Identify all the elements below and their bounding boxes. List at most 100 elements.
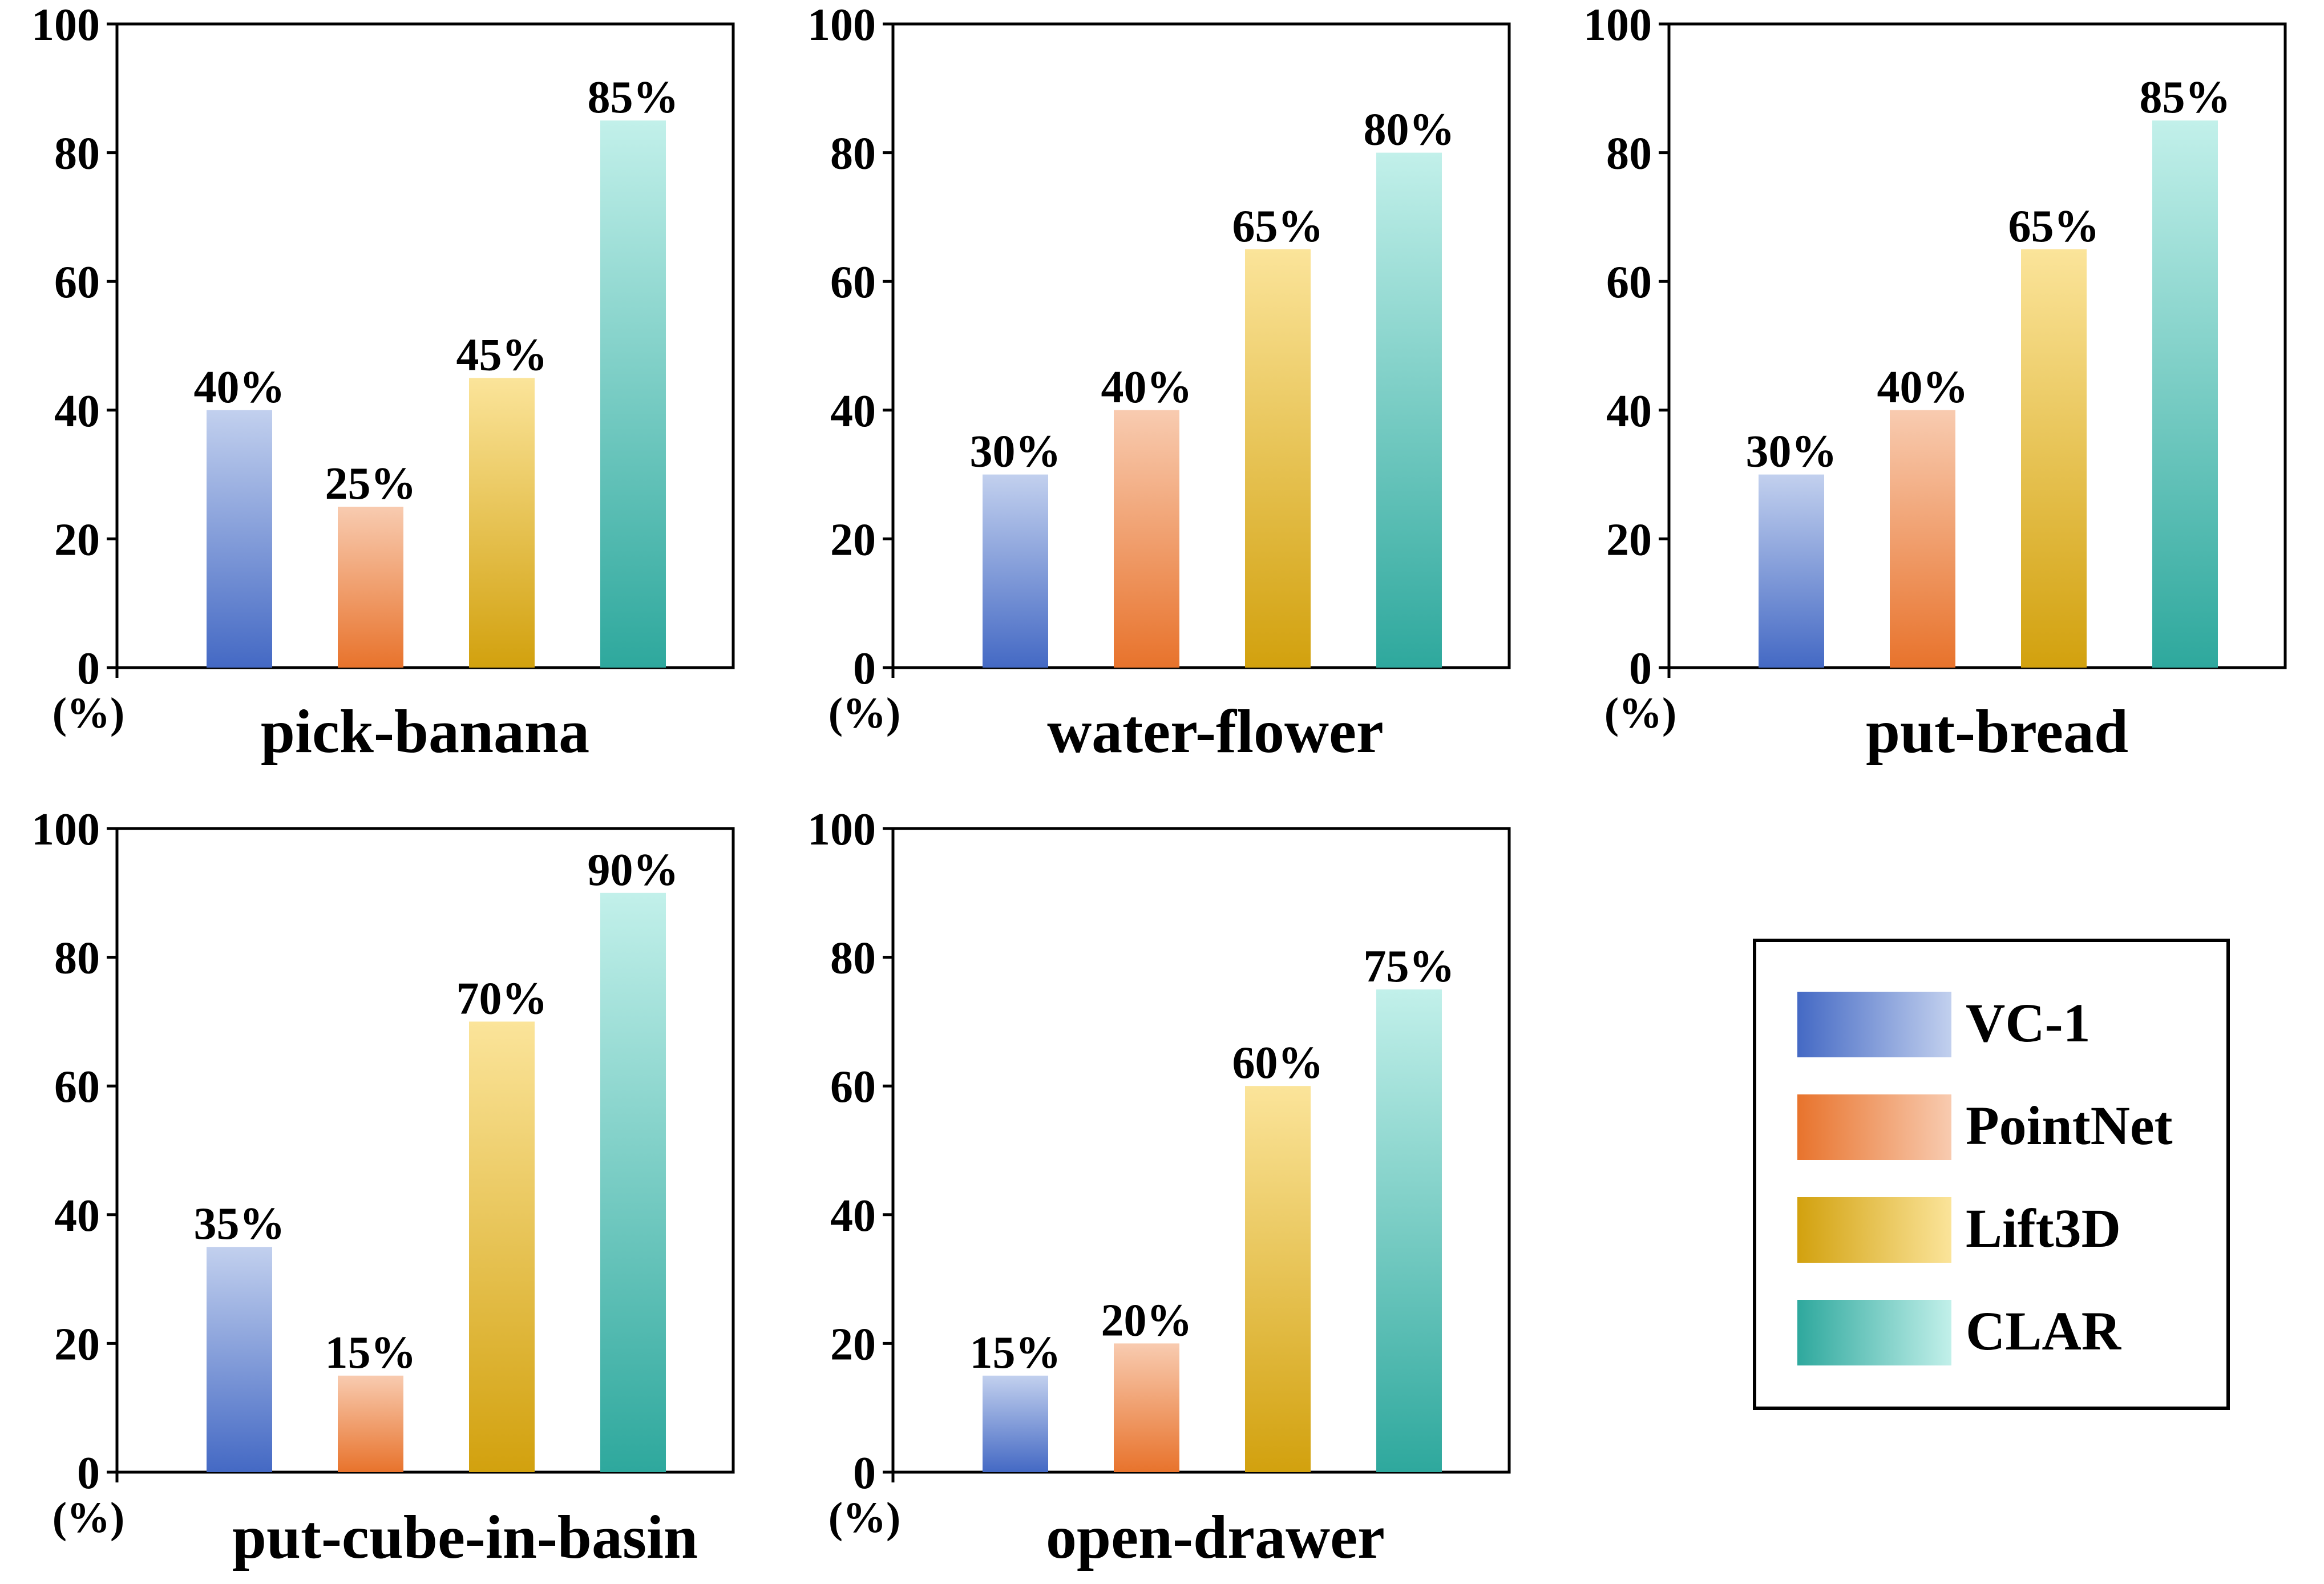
legend-label: PointNet	[1966, 1095, 2173, 1156]
bar-Lift3D	[1245, 249, 1311, 668]
bar-Lift3D	[1245, 1086, 1311, 1472]
bar-PointNet	[338, 507, 403, 668]
unit-label: (%)	[828, 1494, 901, 1542]
y-tick-label: 100	[31, 805, 100, 855]
y-tick-label: 80	[830, 129, 876, 179]
bar-Lift3D	[469, 1021, 535, 1472]
data-label: 15%	[325, 1328, 417, 1378]
plot-frame	[891, 22, 1511, 669]
data-label: 40%	[1101, 362, 1193, 413]
bar-PointNet	[338, 1375, 403, 1472]
y-tick-label: 60	[830, 1062, 876, 1112]
y-tick-label: 0	[77, 644, 100, 694]
y-tick-label: 0	[853, 1448, 876, 1498]
legend-label: CLAR	[1966, 1300, 2122, 1361]
bar-VC-1	[207, 410, 272, 668]
data-label: 40%	[1877, 362, 1969, 413]
data-label: 60%	[1232, 1038, 1324, 1088]
bar-PointNet	[1114, 410, 1179, 668]
bar-VC-1	[1759, 474, 1824, 668]
bar-CLAR	[1376, 989, 1442, 1472]
y-tick-label: 40	[830, 386, 876, 437]
bar-Lift3D	[2021, 249, 2087, 668]
y-tick-label: 80	[830, 934, 876, 984]
chart-panel-put-cube-in-basin: 0 20 40 60 80 100 35% 15% 70% 90% (%) put-cube-in-b…	[31, 805, 735, 1571]
legend-swatch-PointNet	[1797, 1094, 1951, 1160]
chart-panel-put-bread: 0 20 40 60 80 100 30% 40% 65% 85% (%) put-bread	[1583, 0, 2287, 766]
bar-PointNet	[1114, 1343, 1179, 1472]
data-label: 40%	[194, 362, 285, 413]
y-tick-label: 20	[54, 515, 100, 565]
data-label: 15%	[970, 1328, 1061, 1378]
unit-label: (%)	[828, 689, 901, 737]
legend-swatch-Lift3D	[1797, 1197, 1951, 1263]
chart-panel-water-flower: 0 20 40 60 80 100 30% 40% 65% 80% (%) water-flower	[807, 0, 1511, 766]
bar-VC-1	[983, 474, 1048, 668]
data-label: 80%	[1364, 105, 1455, 155]
unit-label: (%)	[52, 1494, 125, 1542]
legend-label: VC-1	[1966, 992, 2091, 1053]
y-tick-label: 100	[31, 0, 100, 50]
data-label: 85%	[2140, 72, 2231, 123]
y-tick-label: 100	[1583, 0, 1652, 50]
unit-label: (%)	[52, 689, 125, 737]
y-tick-label: 40	[54, 1191, 100, 1241]
legend-swatch-VC-1	[1797, 992, 1951, 1057]
bar-CLAR	[1376, 152, 1442, 668]
bar-CLAR	[2152, 120, 2218, 668]
y-tick-label: 80	[1606, 129, 1652, 179]
y-tick-label: 0	[1629, 644, 1652, 694]
bar-VC-1	[983, 1375, 1048, 1472]
data-label: 75%	[1364, 941, 1455, 992]
data-label: 85%	[588, 72, 679, 123]
chart-panel-pick-banana: 0 20 40 60 80 100 40% 25% 45% 85% (%) pick-banana	[31, 0, 735, 766]
y-tick-label: 0	[853, 644, 876, 694]
y-tick-label: 60	[54, 257, 100, 308]
plot-frame	[1667, 22, 2287, 669]
data-label: 30%	[1746, 427, 1837, 477]
y-tick-label: 40	[830, 1191, 876, 1241]
y-tick-label: 60	[54, 1062, 100, 1112]
y-tick-label: 20	[54, 1319, 100, 1369]
legend-swatch-CLAR	[1797, 1300, 1951, 1365]
y-tick-label: 60	[830, 257, 876, 308]
y-tick-label: 20	[830, 1319, 876, 1369]
plot-frame	[115, 827, 735, 1474]
y-tick-label: 100	[807, 0, 876, 50]
y-tick-label: 20	[1606, 515, 1652, 565]
unit-label: (%)	[1604, 689, 1677, 737]
plot-frame	[891, 827, 1511, 1474]
y-tick-label: 40	[54, 386, 100, 437]
bar-PointNet	[1890, 410, 1955, 668]
data-label: 35%	[194, 1199, 285, 1249]
data-label: 65%	[2008, 201, 2100, 252]
plot-frame	[115, 22, 735, 669]
y-tick-label: 60	[1606, 257, 1652, 308]
panel-title: water-flower	[1047, 698, 1384, 766]
bar-VC-1	[207, 1247, 272, 1472]
y-tick-label: 0	[77, 1448, 100, 1498]
bar-CLAR	[600, 892, 666, 1472]
chart-panel-open-drawer: 0 20 40 60 80 100 15% 20% 60% 75% (%) open-drawer	[807, 805, 1511, 1571]
panel-title: put-cube-in-basin	[232, 1504, 698, 1571]
data-label: 30%	[970, 427, 1061, 477]
y-tick-label: 20	[830, 515, 876, 565]
panel-title: open-drawer	[1046, 1504, 1385, 1571]
y-tick-label: 40	[1606, 386, 1652, 437]
y-tick-label: 80	[54, 129, 100, 179]
data-label: 65%	[1232, 201, 1324, 252]
panel-title: pick-banana	[261, 698, 589, 766]
legend: VC-1 PointNet Lift3D CLAR	[1753, 939, 2230, 1410]
data-label: 70%	[456, 973, 548, 1024]
legend-label: Lift3D	[1966, 1198, 2121, 1259]
bar-CLAR	[600, 120, 666, 668]
data-label: 20%	[1101, 1295, 1193, 1345]
y-tick-label: 100	[807, 805, 876, 855]
data-label: 45%	[456, 330, 548, 380]
y-tick-label: 80	[54, 934, 100, 984]
data-label: 25%	[325, 459, 417, 509]
data-label: 90%	[588, 845, 679, 895]
bar-Lift3D	[469, 378, 535, 668]
panel-title: put-bread	[1866, 698, 2128, 766]
